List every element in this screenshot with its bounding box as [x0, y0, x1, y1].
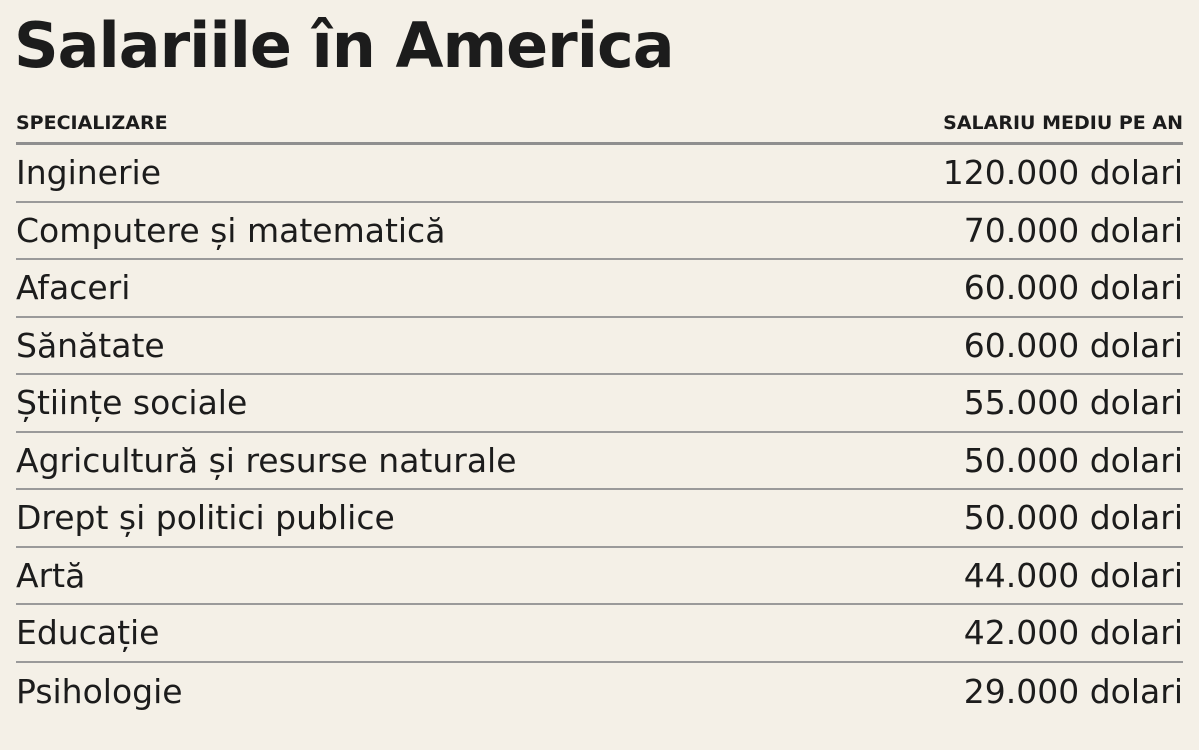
specialization: Agricultură și resurse naturale [16, 440, 517, 480]
salary: 120.000 dolari [942, 153, 1183, 193]
salary: 55.000 dolari [963, 383, 1183, 423]
specialization: Sănătate [16, 325, 165, 365]
specialization: Psihologie [16, 671, 183, 711]
specialization: Computere și matematică [16, 210, 446, 250]
salary: 60.000 dolari [963, 325, 1183, 365]
salary: 70.000 dolari [963, 210, 1183, 250]
table-row: Drept și politici publice 50.000 dolari [16, 490, 1183, 548]
salary: 29.000 dolari [963, 671, 1183, 711]
table-row: Computere și matematică 70.000 dolari [16, 203, 1183, 260]
header-cell: SALARIU MEDIU PE AN [943, 112, 1183, 134]
table-row: Sănătate 60.000 dolari [16, 318, 1183, 375]
table-row: Educație 42.000 dolari [16, 605, 1183, 663]
specialization: Drept și politici publice [16, 498, 395, 538]
specialization: Inginerie [16, 153, 162, 193]
table-header: SPECIALIZARE SALARIU MEDIU PE AN [16, 104, 1183, 145]
salary: 60.000 dolari [963, 268, 1183, 308]
table-row: Agricultură și resurse naturale 50.000 do… [16, 433, 1183, 490]
table-row: Artă 44.000 dolari [16, 548, 1183, 605]
header-cell: SPECIALIZARE [16, 112, 168, 134]
table-row: Inginerie 120.000 dolari [16, 145, 1183, 203]
salary: 42.000 dolari [963, 613, 1183, 653]
salary: 50.000 dolari [963, 498, 1183, 538]
salary: 50.000 dolari [963, 440, 1183, 480]
table-body: Inginerie 120.000 dolari Computere și mate… [16, 145, 1183, 720]
table-row: Afaceri 60.000 dolari [16, 260, 1183, 318]
salary: 44.000 dolari [963, 555, 1183, 595]
specialization: Afaceri [16, 268, 131, 308]
specialization: Artă [16, 555, 86, 595]
title: Salariile în America [14, 9, 675, 82]
table-row: Psihologie 29.000 dolari [16, 663, 1183, 721]
table-row: Științe sociale 55.000 dolari [16, 375, 1183, 433]
specialization: Științe sociale [16, 383, 248, 423]
specialization: Educație [16, 613, 160, 653]
